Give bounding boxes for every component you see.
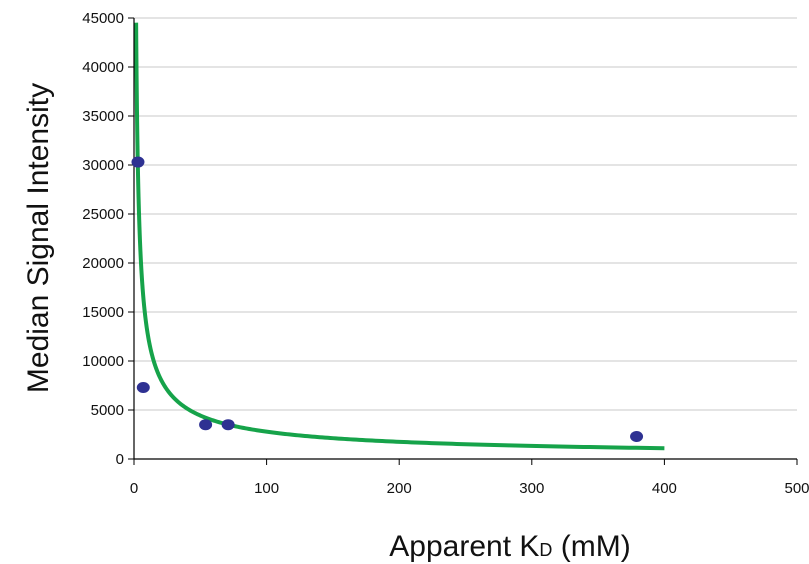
- y-tick-label: 10000: [82, 353, 124, 370]
- x-axis-title-unit: (mM): [552, 530, 630, 563]
- axes: [128, 17, 798, 465]
- x-axis-title-main: Apparent K: [389, 530, 539, 563]
- y-tick-label: 40000: [82, 59, 124, 76]
- fit-curve-layer: [134, 22, 665, 451]
- data-point: [221, 419, 235, 431]
- y-axis-title: Median Signal Intensity: [22, 83, 55, 393]
- x-axis-title: Apparent KD (mM): [389, 530, 630, 563]
- y-tick-label: 45000: [82, 10, 124, 27]
- x-tick-label: 200: [387, 480, 412, 497]
- y-tick-label: 35000: [82, 108, 124, 125]
- x-tick-label: 300: [519, 480, 544, 497]
- y-tick-label: 5000: [91, 402, 124, 419]
- y-tick-label: 0: [116, 451, 124, 468]
- data-points: [131, 156, 644, 442]
- data-point: [630, 430, 644, 442]
- x-tick-label: 500: [784, 480, 809, 497]
- x-tick-label: 100: [254, 480, 279, 497]
- x-tick-label: 400: [652, 480, 677, 497]
- data-point: [199, 419, 213, 431]
- data-point: [131, 156, 145, 168]
- y-tick-label: 20000: [82, 255, 124, 272]
- gridlines: [134, 17, 797, 411]
- x-axis-title-subscript: D: [539, 540, 552, 560]
- tick-labels: 0500010000150002000025000300003500040000…: [82, 10, 809, 497]
- y-tick-label: 30000: [82, 157, 124, 174]
- x-tick-label: 0: [130, 480, 138, 497]
- y-tick-label: 25000: [82, 206, 124, 223]
- y-tick-label: 15000: [82, 304, 124, 321]
- fit-curve-line: [134, 22, 665, 451]
- data-point: [136, 381, 150, 393]
